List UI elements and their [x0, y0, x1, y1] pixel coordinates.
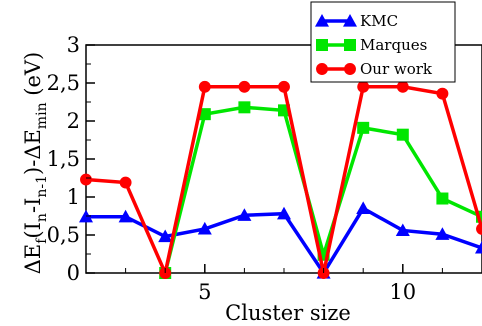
- data-point-our-work: [357, 81, 369, 93]
- legend-label-our-work: Our work: [360, 60, 433, 78]
- data-point-our-work: [120, 177, 132, 189]
- legend: KMC Marques Our work: [311, 2, 455, 82]
- y-tick-label: 0,5: [47, 223, 80, 247]
- y-label-paren-close: )-ΔE: [21, 129, 45, 175]
- y-tick-label: 0: [67, 261, 80, 285]
- y-label-sub2: n: [34, 213, 50, 222]
- y-label-main: ΔE: [21, 244, 45, 275]
- legend-marker-marques: [344, 39, 356, 51]
- y-tick-label: 1: [67, 185, 80, 209]
- data-point-our-work: [80, 174, 92, 186]
- x-tick-label: 10: [389, 280, 416, 304]
- y-label-sub4: min: [34, 102, 50, 129]
- y-label-unit: (eV): [21, 52, 45, 103]
- y-tick-label: 2,5: [47, 71, 80, 95]
- data-point-our-work: [278, 81, 290, 93]
- legend-marker-our-work: [344, 63, 356, 75]
- data-point-our-work: [199, 81, 211, 93]
- x-axis-label: Cluster size: [225, 301, 351, 325]
- legend-marker-our-work: [316, 63, 328, 75]
- y-tick-label: 2: [67, 109, 80, 133]
- data-point-marques: [397, 129, 409, 141]
- data-point-kmc: [356, 201, 370, 214]
- y-tick-label: 1,5: [47, 147, 80, 171]
- data-point-our-work: [238, 81, 250, 93]
- data-point-marques: [357, 122, 369, 134]
- data-point-marques: [436, 193, 448, 205]
- legend-label-marques: Marques: [360, 36, 427, 54]
- series-line-marques: [165, 107, 482, 273]
- y-label-sub3: n-1: [34, 175, 50, 198]
- y-label-paren-open: (I: [21, 222, 45, 239]
- y-tick-label: 3: [67, 33, 80, 57]
- data-point-our-work: [436, 88, 448, 100]
- legend-marker-marques: [316, 39, 328, 51]
- x-tick-label: 5: [198, 280, 211, 304]
- legend-label-kmc: KMC: [360, 12, 398, 30]
- data-point-our-work: [476, 223, 482, 235]
- data-point-our-work: [397, 81, 409, 93]
- series-layer: [79, 81, 482, 279]
- data-point-marques: [238, 101, 250, 113]
- y-label-minus: -I: [21, 198, 45, 213]
